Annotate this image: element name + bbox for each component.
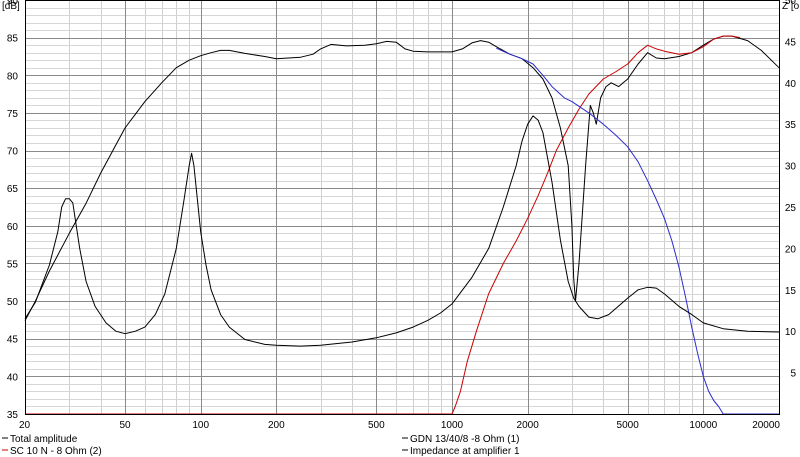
x-tick-label: 20000 xyxy=(752,420,780,431)
legend-label-gdn: GDN 13/40/8 -8 Ohm (1) xyxy=(410,434,519,445)
series-line-0 xyxy=(24,35,780,321)
y-tick-label: 90 xyxy=(7,0,19,7)
y-tick-label: 75 xyxy=(7,109,19,120)
series-line-2 xyxy=(496,47,779,415)
x-tick-label: 10000 xyxy=(689,420,717,431)
y2-tick-label: 50 xyxy=(785,0,797,7)
x-tick-label: 20 xyxy=(19,420,31,431)
tick-labels: 20 50 100 200 500 1000 2000 5000 10000 20000 35 40 4… xyxy=(7,0,797,431)
y-tick-label: 55 xyxy=(7,259,19,270)
legend-label-impedance: Impedance at amplifier 1 xyxy=(410,446,520,457)
x-tick-label: 100 xyxy=(192,420,209,431)
y-tick-label: 60 xyxy=(7,222,19,233)
y-tick-label: 80 xyxy=(7,71,19,82)
x-tick-label: 1000 xyxy=(441,420,464,431)
y2-tick-label: 5 xyxy=(790,369,796,380)
y2-tick-label: 40 xyxy=(785,79,797,90)
series-line-1 xyxy=(25,35,741,415)
y-tick-label: 50 xyxy=(7,297,19,308)
plot-frame xyxy=(25,0,780,415)
y-tick-label: 45 xyxy=(7,335,19,346)
legend-label-sc10n: SC 10 N - 8 Ohm (2) xyxy=(10,446,102,457)
x-tick-label: 500 xyxy=(368,420,385,431)
x-tick-label: 5000 xyxy=(617,420,640,431)
y2-tick-label: 45 xyxy=(785,37,797,48)
left-axis-label: [dB] xyxy=(2,1,20,12)
x-tick-label: 200 xyxy=(268,420,285,431)
y-tick-label: 35 xyxy=(7,410,19,421)
right-axis-label: Z [o xyxy=(782,1,800,12)
series-layer xyxy=(24,35,780,415)
y2-tick-label: 35 xyxy=(785,120,797,131)
x-tick-label: 50 xyxy=(119,420,131,431)
legend-label-total-amplitude: Total amplitude xyxy=(10,434,78,445)
y2-tick-label: 30 xyxy=(785,162,797,173)
legend: Total amplitude SC 10 N - 8 Ohm (2) GDN … xyxy=(2,434,520,457)
y2-tick-label: 25 xyxy=(785,203,797,214)
grid-minor xyxy=(25,0,779,414)
y2-tick-label: 10 xyxy=(785,327,797,338)
y-tick-label: 70 xyxy=(7,147,19,158)
y2-tick-label: 20 xyxy=(785,244,797,255)
y-tick-label: 40 xyxy=(7,372,19,383)
y2-tick-label: 15 xyxy=(785,286,797,297)
y-tick-label: 85 xyxy=(7,34,19,45)
series-line-3 xyxy=(24,115,780,347)
x-tick-label: 2000 xyxy=(517,420,540,431)
y-tick-label: 65 xyxy=(7,184,19,195)
